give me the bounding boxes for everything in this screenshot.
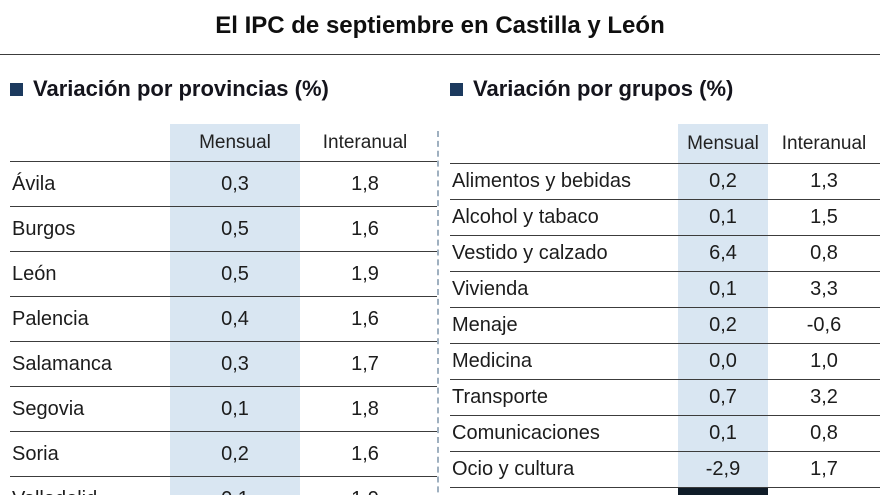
mensual-value: 0,1 — [678, 200, 768, 235]
mensual-value: 0,2 — [678, 308, 768, 343]
interanual-value: 0,8 — [810, 242, 838, 264]
table-row: Palencia 0,4 1,6 — [10, 297, 437, 342]
groups-table-header: Mensual Interanual — [450, 124, 880, 164]
provinces-table-header: Mensual Interanual — [10, 124, 437, 162]
interanual-value: 0,8 — [810, 422, 838, 444]
mensual-value: 0,3 — [170, 342, 300, 386]
row-label: León — [12, 262, 57, 285]
interanual-value: 1,6 — [351, 217, 379, 240]
mensual-value: 0,7 — [678, 380, 768, 415]
table-row: Salamanca 0,3 1,7 — [10, 342, 437, 387]
dashed-divider — [437, 131, 439, 495]
groups-table-body: Alimentos y bebidas 0,2 1,3 Alcohol y tabac… — [450, 164, 880, 488]
corner-cell — [10, 124, 170, 161]
interanual-value: 1,5 — [810, 206, 838, 228]
interanual-value: 1,6 — [351, 442, 379, 465]
clipped-row-strip — [678, 488, 768, 495]
row-label: Alcohol y tabaco — [452, 206, 599, 228]
mensual-value: 0,5 — [170, 252, 300, 296]
mensual-value: 6,4 — [678, 236, 768, 271]
interanual-value: 3,2 — [810, 386, 838, 408]
interanual-value: 1,6 — [351, 307, 379, 330]
table-row: Ávila 0,3 1,8 — [10, 162, 437, 207]
mensual-value: 0,1 — [678, 272, 768, 307]
mensual-value: 0,0 — [678, 344, 768, 379]
row-label: Salamanca — [12, 352, 113, 375]
mensual-value: 0,5 — [170, 207, 300, 251]
title-divider — [0, 54, 880, 55]
interanual-value: 1,8 — [351, 397, 379, 420]
groups-panel: Variación por grupos (%) Mensual Interan… — [437, 55, 880, 495]
row-label: Alimentos y bebidas — [452, 170, 631, 192]
content-area: Variación por provincias (%) Mensual Int… — [0, 55, 880, 495]
row-label: Comunicaciones — [452, 422, 600, 444]
page-title: El IPC de septiembre en Castilla y León — [215, 12, 665, 39]
table-row: Burgos 0,5 1,6 — [10, 207, 437, 252]
table-row: Menaje 0,2 -0,6 — [450, 308, 880, 344]
column-header-mensual: Mensual — [170, 124, 300, 161]
mensual-value: 0,2 — [678, 164, 768, 199]
interanual-value: 1,7 — [810, 458, 838, 480]
interanual-value: 1,0 — [810, 350, 838, 372]
row-label: Ocio y cultura — [452, 458, 575, 480]
groups-section-title: Variación por grupos (%) — [473, 76, 734, 101]
column-header-mensual: Mensual — [678, 124, 768, 163]
row-label: Burgos — [12, 217, 76, 240]
table-row: Alcohol y tabaco 0,1 1,5 — [450, 200, 880, 236]
mensual-value: 0,2 — [170, 432, 300, 476]
mensual-value: 0,1 — [170, 387, 300, 431]
groups-table: Mensual Interanual Alimentos y bebidas 0,… — [450, 124, 880, 495]
mensual-value: 0,3 — [170, 162, 300, 206]
table-row: Ocio y cultura -2,9 1,7 — [450, 452, 880, 488]
row-label: Transporte — [452, 386, 548, 408]
interanual-value: 1,3 — [810, 170, 838, 192]
row-label: Valladolid — [10, 477, 170, 495]
provinces-panel: Variación por provincias (%) Mensual Int… — [0, 55, 437, 495]
table-row: Vestido y calzado 6,4 0,8 — [450, 236, 880, 272]
table-row: Segovia 0,1 1,8 — [10, 387, 437, 432]
square-bullet-icon — [450, 82, 463, 96]
provinces-table: Mensual Interanual Ávila 0,3 1,8 Burgos 0,5 1… — [10, 124, 437, 495]
provinces-table-body: Ávila 0,3 1,8 Burgos 0,5 1,6 León 0,5 1,9 Palenci… — [10, 162, 437, 495]
table-row: Valladolid0,11,9 — [10, 477, 437, 495]
interanual-value: -0,6 — [806, 314, 842, 336]
mensual-value: 0,4 — [170, 297, 300, 341]
table-row: Transporte 0,7 3,2 — [450, 380, 880, 416]
groups-section-header: Variación por grupos (%) — [450, 76, 880, 102]
mensual-value: 0,1 — [678, 416, 768, 451]
row-label: Vivienda — [452, 278, 529, 300]
table-row: Vivienda 0,1 3,3 — [450, 272, 880, 308]
provinces-section-header: Variación por provincias (%) — [10, 76, 437, 102]
interanual-value: 1,9 — [300, 477, 430, 495]
row-label: Medicina — [452, 350, 533, 372]
square-bullet-icon — [10, 82, 23, 96]
interanual-value: 1,7 — [351, 352, 379, 375]
corner-cell — [450, 124, 678, 163]
column-header-interanual: Interanual — [781, 132, 867, 154]
table-row: Alimentos y bebidas 0,2 1,3 — [450, 164, 880, 200]
row-label: Ávila — [12, 172, 56, 195]
row-label: Soria — [12, 442, 59, 465]
table-row: Soria 0,2 1,6 — [10, 432, 437, 477]
row-label: Vestido y calzado — [452, 242, 608, 264]
interanual-value: 3,3 — [810, 278, 838, 300]
row-label: Palencia — [12, 307, 89, 330]
mensual-value: -2,9 — [678, 452, 768, 487]
column-header-interanual: Interanual — [322, 131, 408, 153]
table-row: Medicina 0,0 1,0 — [450, 344, 880, 380]
row-label: Segovia — [12, 397, 85, 420]
interanual-value: 1,9 — [351, 262, 379, 285]
row-label: Menaje — [452, 314, 518, 336]
table-row: León 0,5 1,9 — [10, 252, 437, 297]
table-row: Comunicaciones 0,1 0,8 — [450, 416, 880, 452]
provinces-section-title: Variación por provincias (%) — [33, 76, 329, 101]
interanual-value: 1,8 — [351, 172, 379, 195]
mensual-value: 0,1 — [170, 477, 300, 495]
